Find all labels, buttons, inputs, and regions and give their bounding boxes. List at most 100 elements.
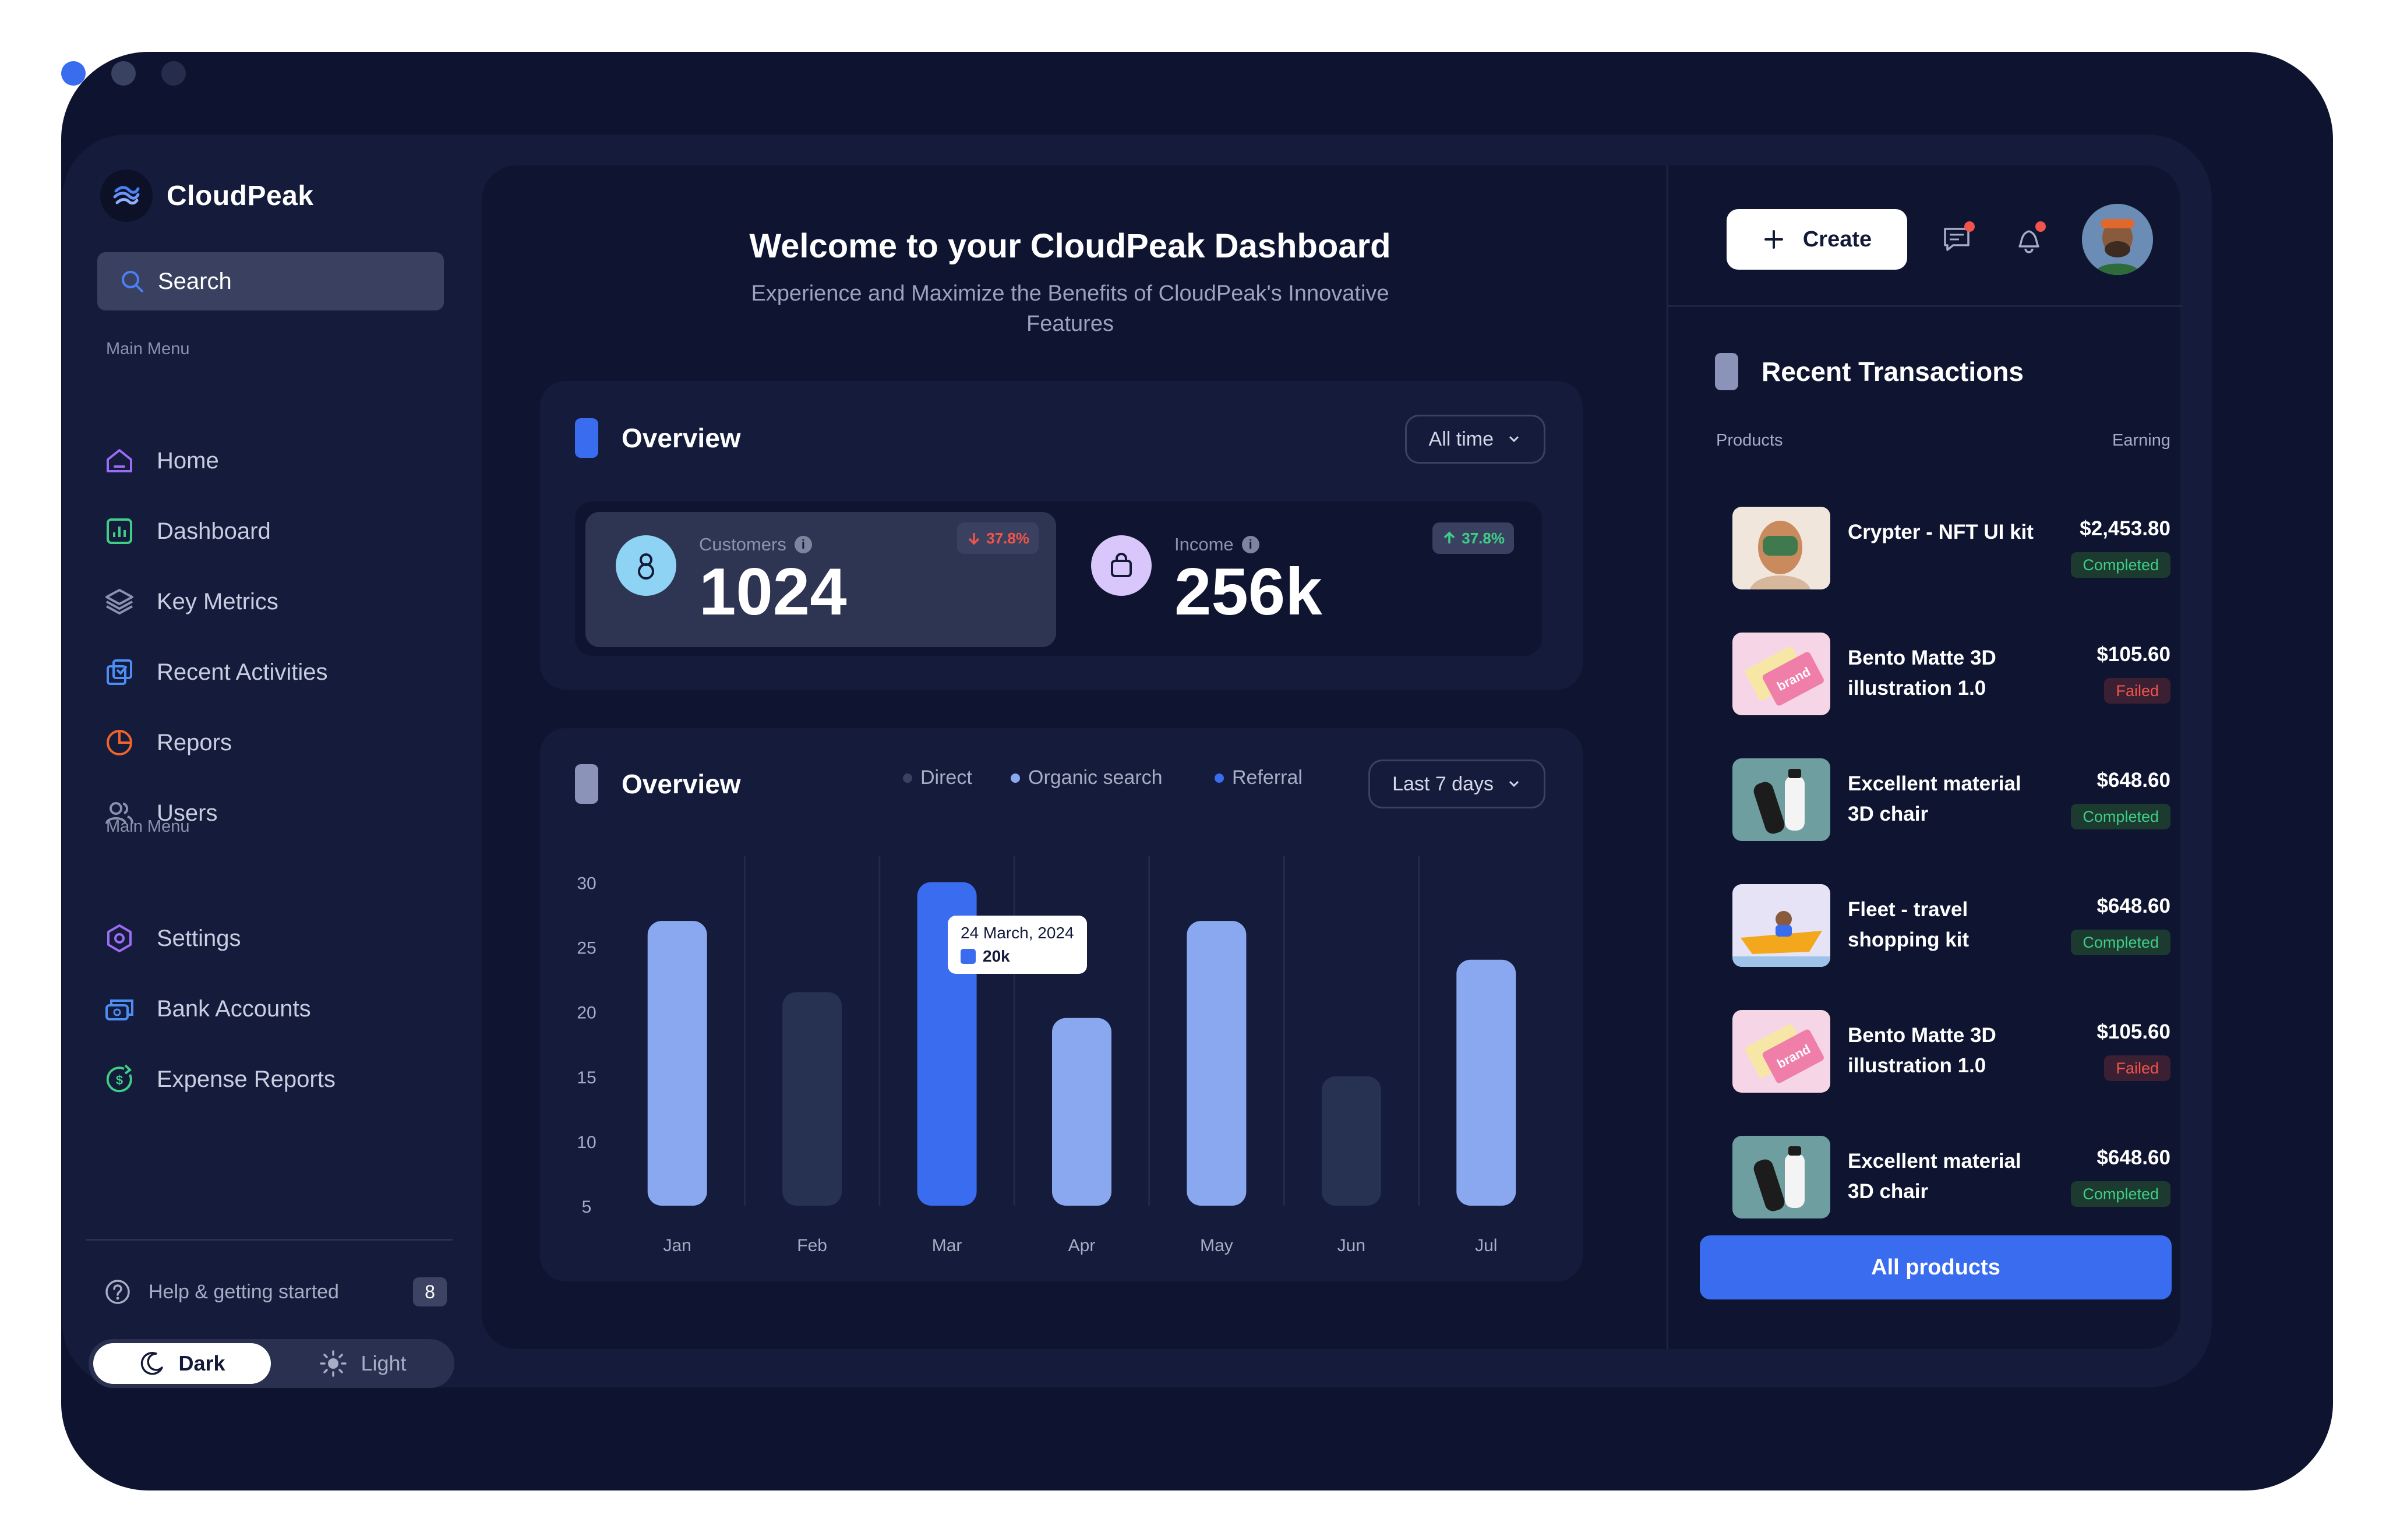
product-thumbnail <box>1732 1136 1830 1218</box>
bar-chart: 30 25 20 15 10 5 Jan Feb Mar Apr May Jun Jul <box>577 856 1516 1255</box>
legend-organic-search[interactable]: Organic search <box>1011 767 1163 789</box>
avatar[interactable] <box>2082 204 2153 275</box>
bar-may[interactable] <box>1187 921 1247 1206</box>
overview-card: Overview All time Customers i 1024 <box>540 381 1583 690</box>
product-earning: $648.60 <box>2096 895 2170 917</box>
sidebar-item-key-metrics[interactable]: Key Metrics <box>102 581 278 622</box>
sidebar-item-expense-reports[interactable]: $ Expense Reports <box>102 1059 336 1100</box>
col-products: Products <box>1716 431 1783 450</box>
transaction-row[interactable]: Excellent material 3D chair $648.60 Comple… <box>1732 758 2170 843</box>
bar-jan[interactable] <box>647 921 707 1206</box>
window-dot[interactable] <box>161 61 186 86</box>
transaction-row[interactable]: Crypter - NFT UI kit $2,453.80 Completed <box>1732 507 2170 591</box>
chevron-down-icon <box>1509 436 1519 443</box>
transactions-header: Recent Transactions <box>1715 353 2024 390</box>
page-subtitle: Experience and Maximize the Benefits of … <box>751 281 1389 336</box>
transaction-row[interactable]: Fleet - travel shopping kit $648.60 Comple… <box>1732 884 2170 969</box>
search-box[interactable] <box>97 252 444 310</box>
arrow-down-icon <box>969 533 980 545</box>
y-tick-label: 5 <box>582 1198 592 1217</box>
customers-label: Customers i <box>699 534 812 555</box>
customers-stat[interactable]: Customers i 1024 37.8% <box>585 512 1056 647</box>
col-earning: Earning <box>2112 431 2170 450</box>
transactions-accent <box>1715 353 1738 390</box>
bar-jun[interactable] <box>1321 1076 1381 1206</box>
bar-apr[interactable] <box>1052 1018 1111 1206</box>
plus-icon <box>1764 230 1783 249</box>
bar-feb[interactable] <box>782 992 842 1206</box>
brand[interactable]: CloudPeak <box>100 169 314 222</box>
help-link[interactable]: Help & getting started 8 <box>103 1277 447 1306</box>
sidebar-item-dashboard[interactable]: Dashboard <box>102 511 271 552</box>
create-label: Create <box>1802 227 1872 252</box>
cloudpeak-logo-icon <box>100 169 153 222</box>
sidebar-item-bank-accounts[interactable]: Bank Accounts <box>102 988 311 1029</box>
help-label: Help & getting started <box>149 1280 339 1303</box>
y-tick-label: 10 <box>577 1133 596 1152</box>
legend-direct[interactable]: Direct <box>903 767 972 789</box>
notifications-button[interactable] <box>2009 219 2049 260</box>
search-icon <box>122 271 143 292</box>
sidebar-item-label: Repors <box>157 729 232 755</box>
chart-tooltip: 24 March, 2024 20k <box>948 916 1087 974</box>
info-icon[interactable]: i <box>794 536 812 553</box>
legend-dot <box>903 773 912 783</box>
pie-chart-icon <box>102 725 137 760</box>
window-controls <box>61 61 186 86</box>
y-tick-label: 15 <box>577 1068 596 1087</box>
notification-dot <box>1964 221 1975 232</box>
sidebar-item-recent-activities[interactable]: Recent Activities <box>102 652 327 693</box>
info-icon[interactable]: i <box>1241 536 1259 553</box>
theme-toggle[interactable]: Dark Light <box>89 1339 454 1388</box>
product-name: Fleet - travel shopping kit <box>1848 898 1970 951</box>
sidebar-item-label: Key Metrics <box>157 588 278 614</box>
chevron-down-icon <box>1509 780 1519 787</box>
create-button[interactable]: Create <box>1727 209 1907 270</box>
product-earning: $105.60 <box>2096 643 2170 666</box>
tooltip-value: 20k <box>961 947 1074 966</box>
x-tick-label: Jan <box>663 1236 691 1255</box>
legend-referral[interactable]: Referral <box>1215 767 1303 789</box>
sidebar: CloudPeak Main Menu Home Dashboard <box>62 135 464 1388</box>
transaction-row[interactable]: brand Bento Matte 3D illustration 1.0 $105… <box>1732 1010 2170 1094</box>
window-dot[interactable] <box>111 61 136 86</box>
sidebar-item-users[interactable]: Users <box>102 793 217 833</box>
messages-button[interactable] <box>1937 219 1978 260</box>
all-products-button[interactable]: All products <box>1700 1235 2172 1299</box>
y-tick-label: 30 <box>577 874 596 893</box>
expense-icon: $ <box>102 1062 137 1097</box>
overview-time-filter[interactable]: All time <box>1404 415 1545 464</box>
product-earning: $648.60 <box>2096 1146 2170 1169</box>
window-dot-active[interactable] <box>61 61 86 86</box>
search-input[interactable] <box>157 267 415 295</box>
income-stat[interactable]: Income i 256k 37.8% <box>1061 512 1531 647</box>
product-name: Bento Matte 3D illustration 1.0 <box>1848 647 1996 700</box>
sidebar-divider <box>86 1239 453 1241</box>
transaction-row[interactable]: brand Bento Matte 3D illustration 1.0 $105… <box>1732 633 2170 717</box>
sidebar-item-settings[interactable]: Settings <box>102 918 241 959</box>
sidebar-item-label: Dashboard <box>157 518 271 544</box>
layers-icon <box>102 584 137 619</box>
income-change-value: 37.8% <box>1462 529 1505 547</box>
status-badge: Failed <box>2104 678 2170 704</box>
page-title: Welcome to your CloudPeak Dashboard <box>749 227 1391 265</box>
app-frame: CloudPeak Main Menu Home Dashboard <box>62 135 2212 1388</box>
dashboard-icon <box>102 514 137 549</box>
x-tick-label: Mar <box>932 1236 962 1255</box>
customers-value: 1024 <box>699 555 847 629</box>
legend-label: Referral <box>1232 767 1303 789</box>
x-tick-label: Feb <box>797 1236 827 1255</box>
theme-dark-label: Dark <box>178 1351 225 1375</box>
theme-light-option[interactable]: Light <box>271 1349 454 1378</box>
top-divider <box>1668 305 2182 307</box>
theme-light-label: Light <box>361 1351 407 1375</box>
welcome-header: Welcome to your CloudPeak Dashboard Expe… <box>482 227 1658 339</box>
income-label-text: Income <box>1174 534 1234 554</box>
theme-dark-option[interactable]: Dark <box>93 1343 271 1384</box>
sidebar-item-reports[interactable]: Repors <box>102 722 232 763</box>
transaction-row[interactable]: Excellent material 3D chair $648.60 Comple… <box>1732 1136 2170 1220</box>
bar-jul[interactable] <box>1456 959 1516 1206</box>
chart-period-filter[interactable]: Last 7 days <box>1368 760 1545 808</box>
sidebar-item-home[interactable]: Home <box>102 440 219 481</box>
help-count-badge: 8 <box>413 1277 447 1306</box>
